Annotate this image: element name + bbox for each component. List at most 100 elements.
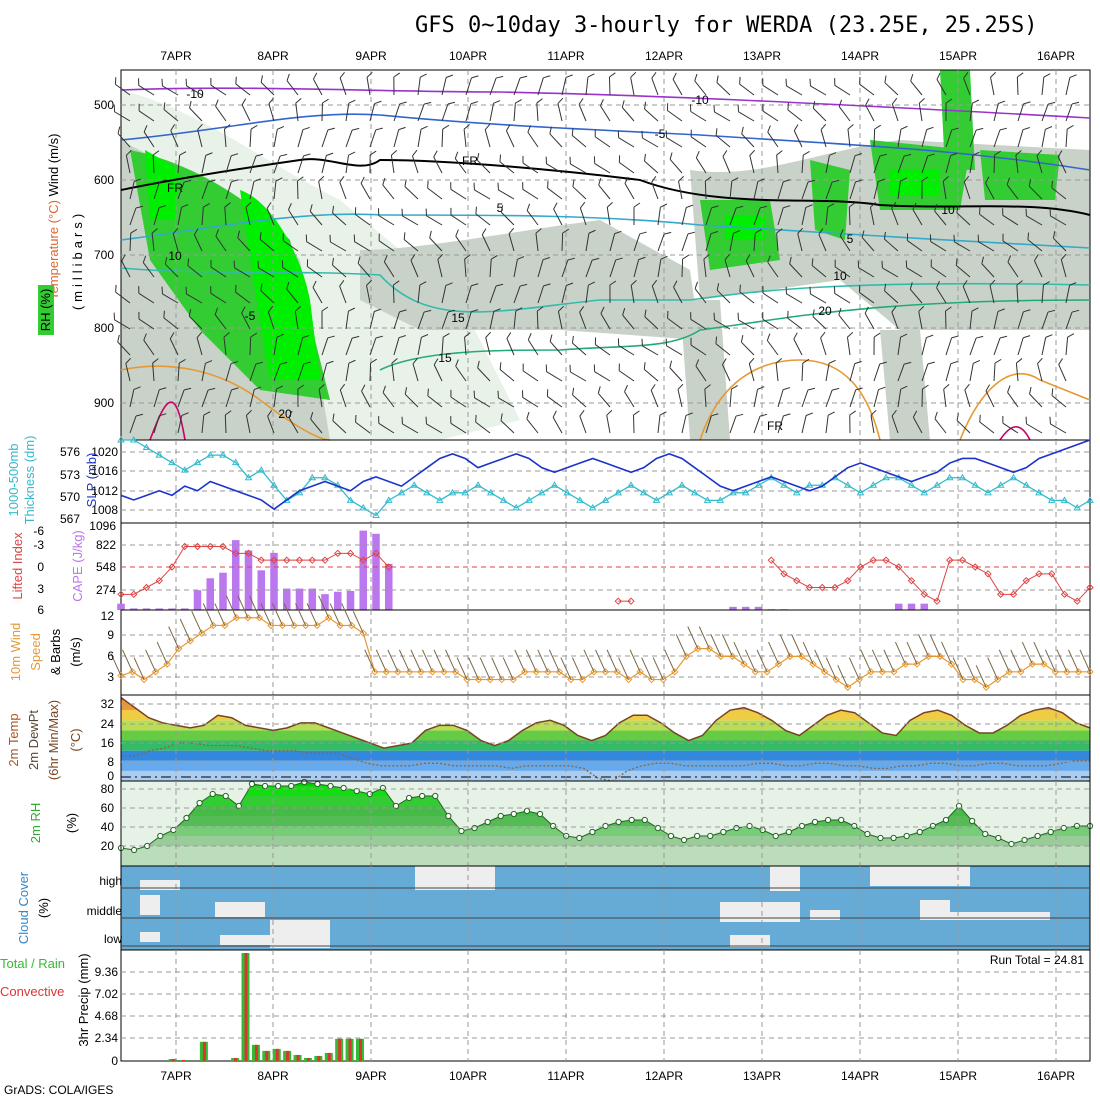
wind-barb (537, 77, 544, 96)
wind-barb (834, 293, 851, 304)
cape-bar (372, 533, 380, 610)
rh-marker (405, 794, 413, 802)
wind-barb-flag (571, 335, 574, 344)
wind-barb-flag (1034, 254, 1039, 261)
wind-barb-flag (617, 130, 620, 138)
wind-barb (669, 159, 683, 174)
wind-barb-flag (164, 257, 168, 265)
wind-barb (667, 317, 683, 330)
wind-barb (474, 397, 491, 408)
precip-convective-bar (234, 1057, 238, 1061)
wind-barb-flag (900, 385, 908, 390)
wind-tick-label: 6 (107, 649, 114, 663)
wind-barb-flag (403, 232, 406, 240)
wind-barb-flag (558, 305, 564, 312)
wind-tick-label: 3 (107, 670, 114, 684)
wind-barb (756, 649, 768, 673)
wind-barb (465, 285, 472, 304)
wind-barb (557, 311, 563, 330)
wind-barb (666, 137, 683, 148)
wind-barb-flag (399, 309, 407, 313)
wind-barb-flag (963, 72, 969, 79)
wind-barb-flag (854, 153, 863, 157)
wind-speed-marker (1017, 668, 1025, 676)
wind-barb-flag (847, 124, 854, 130)
wind-barb-flag (553, 202, 558, 210)
wind-barb-flag (267, 305, 274, 313)
wind-barb (525, 649, 537, 673)
wind-barb (936, 287, 947, 304)
lifted-index-marker (283, 556, 291, 564)
wind-barb-flag (950, 360, 958, 365)
wind-barb-flag (667, 311, 669, 319)
wind-barb (450, 396, 467, 408)
wind-barb (1017, 337, 1024, 356)
wind-barb-flag (1045, 334, 1053, 338)
wind-barb (465, 77, 472, 96)
wind-barb-flag (382, 385, 386, 393)
wind-barb-flag (499, 154, 502, 162)
cape-bar (180, 608, 189, 610)
wind-barb-flag (497, 182, 499, 190)
wind-barb-flag (930, 259, 932, 267)
wind-barb (177, 389, 185, 408)
wind-barb (812, 316, 827, 330)
wind-barb-flag (547, 180, 549, 189)
cape-bar (333, 591, 342, 610)
cloud-tick-label: middle (87, 904, 123, 918)
wind-barb (825, 657, 837, 680)
rh-marker (432, 792, 439, 800)
wind-barb-flag (113, 312, 116, 320)
wind-barb (548, 649, 560, 673)
wind-barb (909, 288, 923, 304)
wind-barb (561, 77, 567, 96)
wind-barb-flag (231, 179, 239, 183)
wind-barb (427, 395, 443, 408)
wind-barb (547, 396, 563, 408)
rh-marker (720, 828, 727, 836)
rh-marker (366, 790, 373, 798)
wind-barb-flag (910, 73, 914, 82)
cloud-block (140, 880, 180, 890)
wind-barb (942, 181, 947, 200)
rh-marker (667, 832, 675, 840)
wind-barb (546, 371, 563, 382)
wind-barb (729, 233, 734, 252)
wind-barb (441, 103, 449, 122)
upper-axis-labels: Wind (m/s)Temperature (°C)RH (%) (milliba… (38, 134, 85, 335)
wind-barb-flag (138, 78, 140, 86)
wind-barb (630, 285, 635, 304)
thickness-marker (678, 481, 686, 488)
wind-speed-marker (371, 668, 379, 676)
wind-barb-flag (1047, 309, 1056, 313)
wind-barb (417, 285, 421, 304)
wind-barb (225, 363, 232, 382)
wind-barb-flag (224, 410, 232, 416)
wind-barb (703, 259, 707, 278)
thickness-marker (971, 481, 980, 488)
wind-barb (426, 215, 443, 226)
wind-barb (897, 389, 902, 408)
wind-speed-marker (174, 644, 183, 653)
thickness-marker (563, 488, 572, 496)
wind-barb-flag (115, 284, 117, 293)
wind-speed-marker (1063, 668, 1071, 676)
wind-barb-flag (235, 284, 237, 293)
wind-barb-flag (665, 338, 668, 346)
wind-barb (1050, 215, 1067, 226)
wind-barb (993, 337, 1001, 356)
wind-barb-flag (303, 361, 311, 365)
wind-barb-flag (1043, 281, 1050, 286)
cape-bar (384, 563, 393, 610)
wind-barb (748, 363, 755, 382)
wind-barb (609, 233, 616, 252)
rh-marker (379, 784, 386, 792)
wind-barb-flag (818, 228, 824, 235)
cloud-tick-label: low (104, 932, 122, 946)
wind-barb (791, 634, 803, 657)
wind-barb (801, 207, 807, 226)
pressure-tick-label: 600 (94, 173, 114, 187)
wind-barb-flag (297, 176, 304, 182)
rh-marker (838, 816, 845, 824)
wind-barb (583, 649, 595, 673)
